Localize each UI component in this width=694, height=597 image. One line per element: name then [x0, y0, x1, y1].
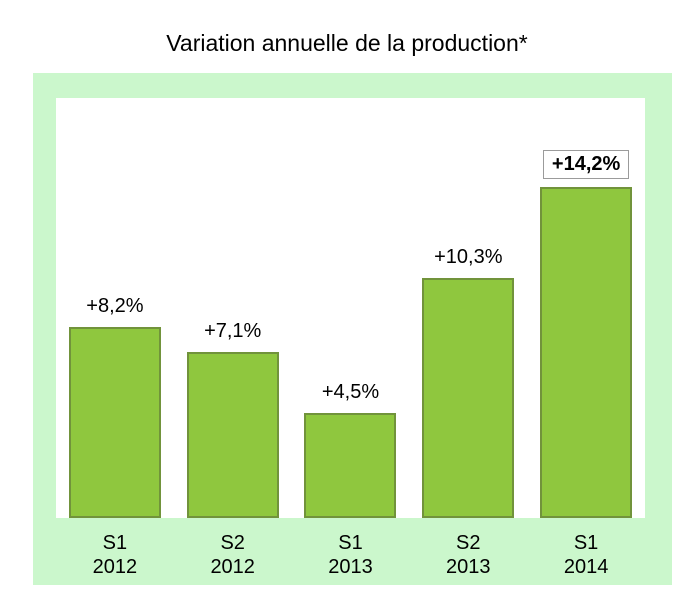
- axis-label-s1-2012: S1 2012: [92, 532, 138, 578]
- bar-value-label: +4,5%: [321, 381, 380, 403]
- axis-label-s2-2012: S2 2012: [210, 532, 255, 578]
- plot-area: +8,2% +7,1% +4,5% +10,3% +14,2%: [56, 98, 645, 518]
- bar-s1-2014: [540, 187, 633, 518]
- bar-group-s1-2013: +4,5%: [292, 98, 410, 518]
- axis-label-s2-2013: S2 2013: [446, 532, 491, 578]
- bar-s2-2013: [422, 278, 515, 518]
- bar-group-s1-2014: +14,2%: [527, 98, 645, 518]
- bar-s1-2012: [68, 327, 161, 518]
- chart-title: Variation annuelle de la production*: [166, 30, 528, 56]
- bar-value-label: +7,1%: [204, 320, 262, 342]
- bar-group-s1-2012: +8,2%: [56, 98, 174, 518]
- bar-value-label: +8,2%: [86, 295, 144, 317]
- axis-label-s1-2013: S1 2013: [328, 532, 373, 578]
- axis-label-s1-2014: S1 2014: [563, 532, 609, 578]
- bar-s1-2013: [304, 413, 397, 518]
- bar-value-label: +10,3%: [434, 246, 503, 268]
- bar-group-s2-2013: +10,3%: [409, 98, 527, 518]
- bars-row: +8,2% +7,1% +4,5% +10,3% +14,2%: [56, 98, 645, 518]
- bar-group-s2-2012: +7,1%: [174, 98, 292, 518]
- bar-value-label-boxed: +14,2%: [542, 150, 630, 179]
- x-axis-labels: S1 2012 S2 2012 S1 2013 S2 2013 S1 2014: [56, 518, 645, 585]
- chart-frame: +8,2% +7,1% +4,5% +10,3% +14,2%: [33, 73, 672, 585]
- bar-s2-2012: [186, 352, 279, 518]
